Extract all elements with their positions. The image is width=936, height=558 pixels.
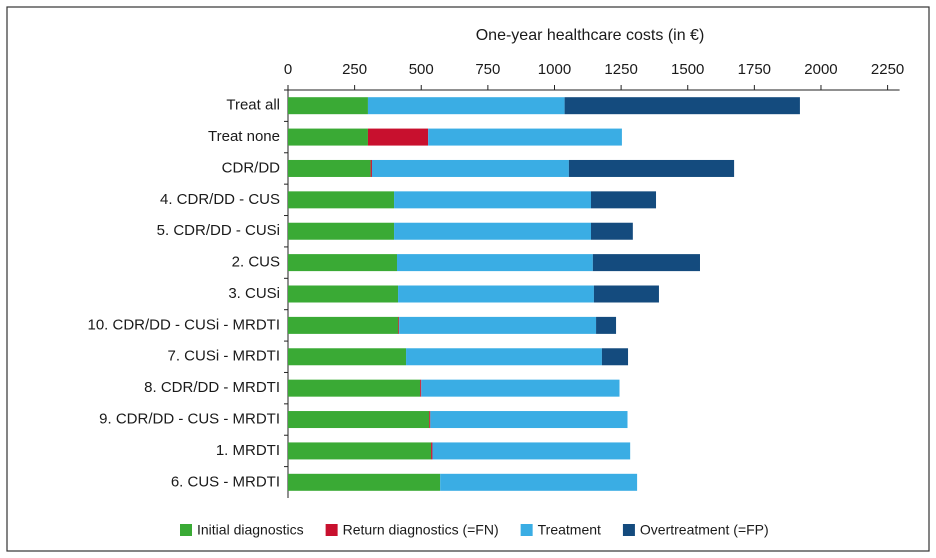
y-tick-label: 3. CUSi bbox=[228, 285, 280, 302]
bar-segment bbox=[394, 222, 591, 240]
y-tick-label: 9. CDR/DD - CUS - MRDTI bbox=[99, 411, 280, 428]
bar-segment bbox=[398, 285, 594, 303]
x-tick-label: 1250 bbox=[604, 61, 637, 78]
legend-swatch bbox=[520, 524, 533, 536]
bar-segment bbox=[288, 191, 395, 209]
legend-label: Initial diagnostics bbox=[197, 522, 304, 538]
y-tick-label: 6. CUS - MRDTI bbox=[171, 473, 280, 490]
bar-segment bbox=[288, 411, 430, 429]
bar-segment bbox=[399, 316, 597, 334]
bar-segment bbox=[420, 379, 422, 397]
bar-segment bbox=[601, 348, 629, 366]
x-tick-label: 2000 bbox=[804, 61, 837, 78]
legend-swatch bbox=[180, 524, 192, 536]
bar-segment bbox=[440, 473, 638, 491]
y-tick-label: Treat none bbox=[208, 128, 280, 145]
x-tick-label: 2250 bbox=[871, 61, 904, 78]
chart-title: One-year healthcare costs (in €) bbox=[476, 27, 705, 44]
legend-label: Overtreatment (=FP) bbox=[640, 522, 769, 538]
y-tick-label: CDR/DD bbox=[222, 159, 280, 176]
bar-segment bbox=[288, 285, 399, 303]
y-tick-label: 2. CUS bbox=[232, 254, 280, 271]
bar-segment bbox=[406, 348, 602, 366]
bar-segment bbox=[288, 159, 371, 177]
y-tick-label: Treat all bbox=[226, 97, 280, 114]
bar-segment bbox=[590, 222, 633, 240]
bar-segment bbox=[428, 128, 622, 146]
bar-segment bbox=[288, 379, 421, 397]
bar-segment bbox=[367, 97, 565, 115]
x-tick-label: 0 bbox=[284, 61, 292, 78]
bar-segment bbox=[396, 254, 593, 272]
x-tick-label: 250 bbox=[342, 61, 367, 78]
bar-segment bbox=[288, 316, 399, 334]
bar-segment bbox=[371, 159, 569, 177]
x-tick-label: 1750 bbox=[738, 61, 771, 78]
bar-segment bbox=[564, 97, 800, 115]
legend-label: Treatment bbox=[538, 522, 601, 538]
x-tick-label: 1500 bbox=[671, 61, 704, 78]
bar-segment bbox=[431, 442, 433, 460]
y-tick-label: 5. CDR/DD - CUSi bbox=[157, 222, 280, 239]
x-tick-label: 1000 bbox=[538, 61, 571, 78]
bar-segment bbox=[288, 442, 432, 460]
legend-swatch bbox=[622, 524, 635, 536]
bar-segment bbox=[288, 473, 441, 491]
y-tick-label: 4. CDR/DD - CUS bbox=[160, 191, 280, 208]
bar-segment bbox=[288, 254, 397, 272]
y-tick-label: 7. CUSi - MRDTI bbox=[168, 348, 281, 365]
y-tick-label: 1. MRDTI bbox=[216, 442, 280, 459]
bar-segment bbox=[398, 316, 400, 334]
bar-segment bbox=[288, 97, 368, 115]
bar-segment bbox=[394, 191, 591, 209]
legend-label: Return diagnostics (=FN) bbox=[343, 522, 499, 538]
bar-segment bbox=[593, 285, 659, 303]
bar-segment bbox=[590, 191, 657, 209]
y-tick-label: 8. CDR/DD - MRDTI bbox=[144, 379, 280, 396]
bar-segment bbox=[288, 222, 395, 240]
bar-segment bbox=[596, 316, 617, 334]
bar-segment bbox=[367, 128, 429, 146]
bar-segment bbox=[592, 254, 700, 272]
y-tick-label: 10. CDR/DD - CUSi - MRDTI bbox=[87, 316, 280, 333]
bar-segment bbox=[429, 411, 431, 429]
x-tick-label: 750 bbox=[475, 61, 500, 78]
bar-segment bbox=[370, 159, 372, 177]
bar-segment bbox=[288, 348, 407, 366]
frame bbox=[6, 6, 930, 552]
x-tick-label: 500 bbox=[409, 61, 434, 78]
bar-segment bbox=[421, 379, 620, 397]
bar-segment bbox=[430, 411, 628, 429]
legend-swatch bbox=[325, 524, 338, 536]
bar-segment bbox=[288, 128, 368, 146]
bar-segment bbox=[568, 159, 735, 177]
bar-segment bbox=[432, 442, 631, 460]
